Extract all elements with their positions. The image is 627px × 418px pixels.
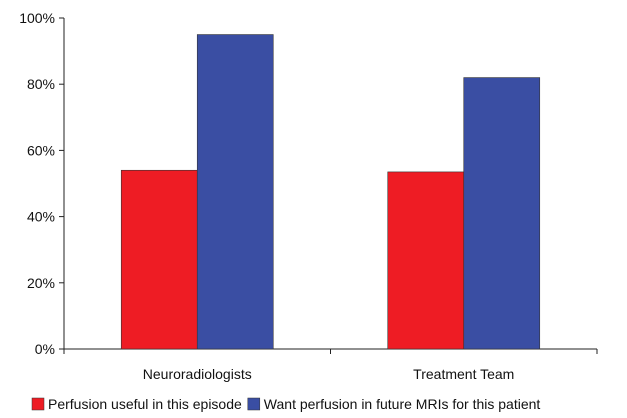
- bar: [196, 34, 274, 350]
- bar: [387, 171, 465, 350]
- y-tick-label: 60%: [27, 142, 55, 158]
- y-tick-label: 80%: [27, 76, 55, 92]
- bars-group: [120, 34, 541, 350]
- x-axis-ticks: [63, 349, 598, 354]
- y-tick-label: 100%: [19, 10, 55, 26]
- category-label: Neuroradiologists: [143, 366, 252, 382]
- legend: Perfusion useful in this episode Want per…: [31, 396, 541, 412]
- legend-label: Perfusion useful in this episode: [48, 396, 242, 412]
- y-tick-label: 40%: [27, 209, 55, 225]
- bar: [120, 169, 198, 350]
- legend-swatch: [31, 397, 45, 411]
- category-label: Treatment Team: [413, 366, 514, 382]
- legend-label: Want perfusion in future MRIs for this p…: [264, 396, 541, 412]
- category-labels: Neuroradiologists Treatment Team: [143, 366, 515, 382]
- y-axis-ticks: 0% 20% 40% 60% 80% 100%: [19, 10, 64, 357]
- bar: [463, 77, 541, 350]
- legend-swatch: [247, 397, 261, 411]
- y-tick-label: 0%: [35, 341, 55, 357]
- y-tick-label: 20%: [27, 275, 55, 291]
